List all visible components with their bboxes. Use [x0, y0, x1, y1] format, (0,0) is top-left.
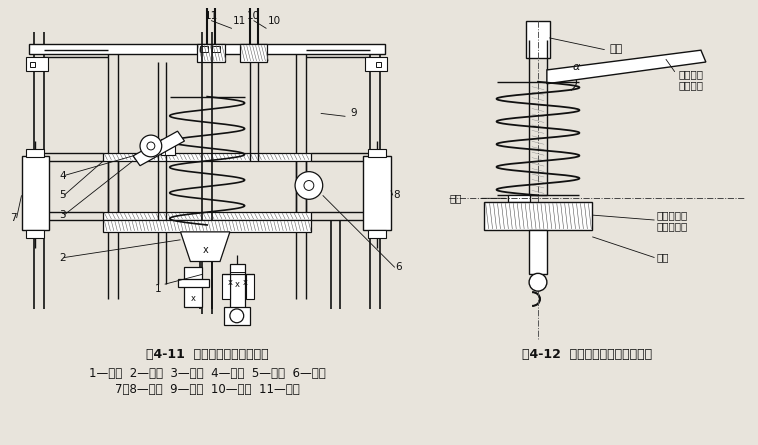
- Text: 4: 4: [59, 170, 66, 181]
- Text: 8: 8: [393, 190, 399, 200]
- Bar: [224, 307, 249, 325]
- Bar: [27, 57, 49, 71]
- Text: 卷制开始时: 卷制开始时: [656, 210, 688, 220]
- Circle shape: [295, 172, 323, 199]
- Text: 2: 2: [59, 253, 66, 263]
- Bar: [526, 20, 550, 58]
- Text: x: x: [191, 294, 196, 303]
- Bar: [363, 156, 391, 230]
- Text: 5: 5: [59, 190, 66, 200]
- Bar: [529, 230, 547, 275]
- Text: 图4-11  立式简易卷簧机示意图: 图4-11 立式简易卷簧机示意图: [146, 348, 268, 361]
- Bar: [30, 62, 36, 67]
- Text: 10: 10: [247, 11, 260, 20]
- Text: 坯料的位置: 坯料的位置: [656, 221, 688, 231]
- Bar: [177, 279, 209, 287]
- Bar: [21, 156, 49, 230]
- Polygon shape: [180, 232, 230, 262]
- Bar: [104, 153, 311, 161]
- Text: 10: 10: [268, 16, 280, 27]
- Bar: [27, 230, 44, 238]
- Circle shape: [140, 135, 161, 157]
- Bar: [376, 62, 381, 67]
- Text: α: α: [572, 62, 580, 72]
- Bar: [197, 44, 225, 62]
- Circle shape: [304, 181, 314, 190]
- Circle shape: [529, 273, 547, 291]
- Bar: [104, 220, 311, 232]
- Text: 3: 3: [59, 210, 66, 220]
- Text: 7: 7: [10, 213, 16, 223]
- Text: 卷制中坯: 卷制中坯: [678, 69, 703, 79]
- Bar: [230, 264, 245, 314]
- Bar: [161, 139, 174, 155]
- Bar: [104, 212, 311, 220]
- Bar: [365, 57, 387, 71]
- Text: 9: 9: [350, 108, 357, 118]
- Text: 7、8—气缸  9—横梁  10—卡板  11—坯料: 7、8—气缸 9—横梁 10—卡板 11—坯料: [114, 384, 299, 396]
- Polygon shape: [133, 131, 184, 166]
- Bar: [484, 202, 592, 230]
- Bar: [27, 149, 44, 157]
- Text: 6: 6: [395, 263, 402, 272]
- Circle shape: [230, 309, 244, 323]
- Bar: [368, 230, 386, 238]
- Text: 11: 11: [233, 16, 246, 27]
- Text: 心轴: 心轴: [609, 44, 622, 54]
- Text: 1—心轴  2—转盘  3—咬嘴  4—滑轮  5—圆杆  6—顶轮: 1—心轴 2—转盘 3—咬嘴 4—滑轮 5—圆杆 6—顶轮: [89, 367, 325, 380]
- Bar: [200, 46, 208, 52]
- Text: 咬嘴: 咬嘴: [449, 193, 462, 203]
- Text: 11: 11: [205, 11, 218, 20]
- Bar: [509, 195, 530, 202]
- Bar: [368, 149, 386, 157]
- Bar: [222, 275, 230, 299]
- Circle shape: [147, 142, 155, 150]
- Text: x: x: [202, 245, 208, 255]
- Text: 1: 1: [155, 284, 161, 294]
- Bar: [246, 275, 254, 299]
- Text: 卡盘: 卡盘: [656, 253, 669, 263]
- Text: x: x: [243, 278, 248, 287]
- Bar: [184, 267, 202, 307]
- Text: x: x: [234, 280, 240, 289]
- Polygon shape: [547, 50, 706, 84]
- Text: x: x: [227, 278, 233, 287]
- Text: 图4-12  手工卷制弹簧节距示意图: 图4-12 手工卷制弹簧节距示意图: [522, 348, 653, 361]
- Bar: [30, 44, 385, 54]
- Bar: [240, 44, 268, 62]
- Text: 料的位置: 料的位置: [678, 80, 703, 90]
- Bar: [212, 46, 220, 52]
